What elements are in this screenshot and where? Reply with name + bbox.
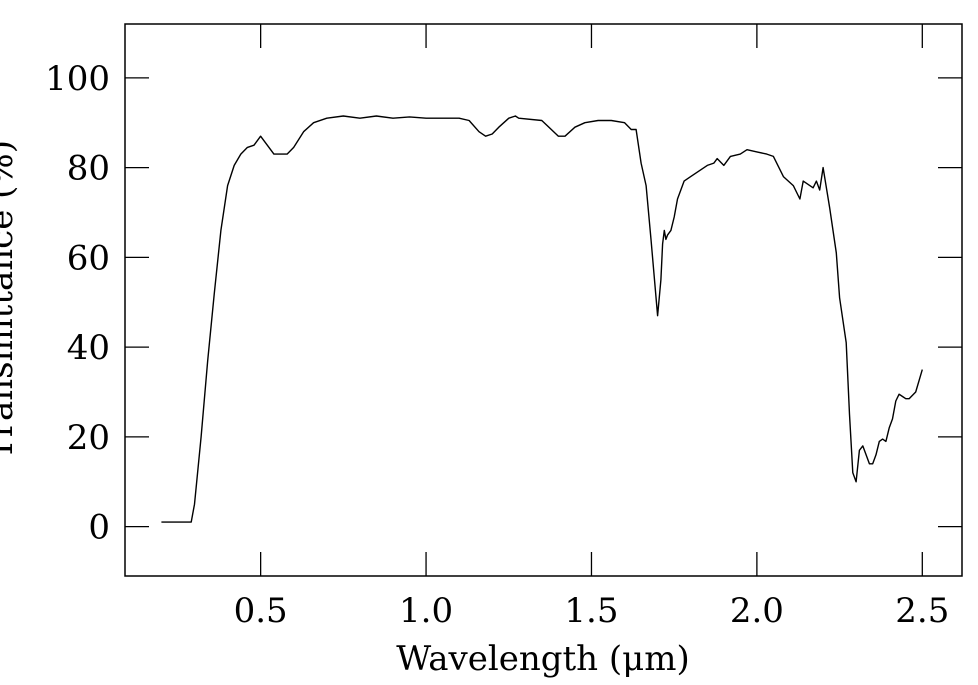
y-tick-label: 40 — [67, 328, 110, 368]
y-tick-label: 0 — [88, 508, 110, 548]
x-tick-label: 1.5 — [564, 591, 618, 631]
axis-ticks — [125, 24, 962, 576]
y-tick-label: 100 — [45, 59, 110, 99]
tick-labels: 0.5 1.0 1.5 2.0 2.5 0 20 40 60 80 100 — [45, 59, 949, 631]
x-tick-label: 1.0 — [399, 591, 453, 631]
transmittance-series-line — [161, 115, 923, 523]
x-tick-label: 2.5 — [895, 591, 949, 631]
y-tick-label: 20 — [67, 418, 110, 458]
plot-frame — [124, 23, 963, 577]
x-tick-label: 2.0 — [730, 591, 784, 631]
x-tick-label: 0.5 — [234, 591, 288, 631]
y-tick-label: 80 — [67, 149, 110, 189]
y-tick-label: 60 — [67, 238, 110, 278]
y-axis-title: Transmittance (%) — [0, 140, 21, 460]
x-axis-title: Wavelength (μm) — [396, 639, 689, 679]
